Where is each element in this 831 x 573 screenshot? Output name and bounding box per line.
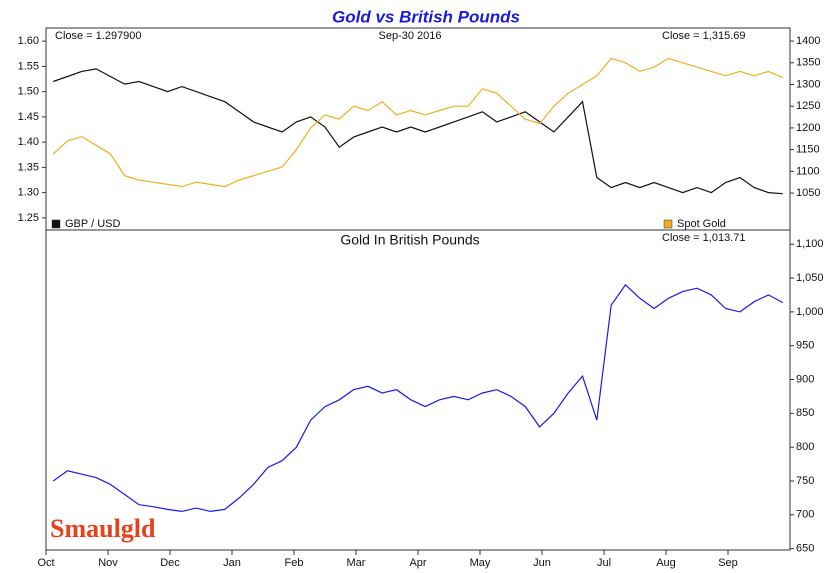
legend-swatch (51, 219, 61, 229)
x-tick-label: Jan (223, 557, 241, 569)
x-tick-label: Oct (37, 557, 54, 569)
y2-tick-label: 750 (796, 475, 814, 487)
annotation: Close = 1,315.69 (662, 30, 745, 42)
y-tick-label: 1.50 (18, 86, 39, 98)
annotation: Close = 1.297900 (55, 30, 142, 42)
y2-tick-label: 1350 (796, 57, 820, 69)
y2-tick-label: 1400 (796, 35, 820, 47)
y-tick-label: 1.25 (18, 212, 39, 224)
y-tick-label: 1.35 (18, 161, 39, 173)
x-tick-label: Feb (285, 557, 304, 569)
logo: Smaulgld (50, 514, 156, 543)
series-line (53, 68, 783, 195)
panel-title: Gold In British Pounds (340, 232, 479, 248)
x-tick-label: Mar (347, 557, 366, 569)
y-tick-label: 1.55 (18, 60, 39, 72)
chart-title: Gold vs British Pounds (332, 7, 520, 26)
legend-swatch (663, 219, 673, 229)
y2-tick-label: 1200 (796, 122, 820, 134)
series-line (52, 283, 784, 513)
x-tick-label: Sep (718, 557, 738, 569)
x-tick-label: Nov (98, 557, 118, 569)
y2-tick-label: 1100 (796, 165, 820, 177)
y2-tick-label: 700 (796, 509, 814, 521)
annotation: Close = 1,013.71 (662, 232, 745, 244)
x-tick-label: Jul (597, 557, 611, 569)
series-line (52, 57, 784, 188)
y2-tick-label: 850 (796, 407, 814, 419)
y-tick-label: 1.30 (18, 187, 39, 199)
y2-tick-label: 1,100 (796, 238, 824, 250)
x-tick-label: Aug (656, 557, 676, 569)
y2-tick-label: 800 (796, 441, 814, 453)
y-tick-label: 1.45 (18, 111, 39, 123)
y2-tick-label: 1050 (796, 187, 820, 199)
legend-label: Spot Gold (677, 218, 726, 230)
y-tick-label: 1.40 (18, 136, 39, 148)
y2-tick-label: 1300 (796, 78, 820, 90)
y-tick-label: 1.60 (18, 35, 39, 47)
x-tick-label: Jun (533, 557, 551, 569)
x-tick-label: Dec (160, 557, 180, 569)
y2-tick-label: 900 (796, 373, 814, 385)
y2-tick-label: 650 (796, 543, 814, 555)
annotation: Sep-30 2016 (379, 30, 442, 42)
y2-tick-label: 1,050 (796, 272, 824, 284)
y2-tick-label: 1250 (796, 100, 820, 112)
y2-tick-label: 1,000 (796, 306, 824, 318)
legend-label: GBP / USD (65, 218, 120, 230)
x-tick-label: May (470, 557, 491, 569)
x-tick-label: Apr (409, 557, 426, 569)
y2-tick-label: 1150 (796, 144, 820, 156)
y2-tick-label: 950 (796, 340, 814, 352)
